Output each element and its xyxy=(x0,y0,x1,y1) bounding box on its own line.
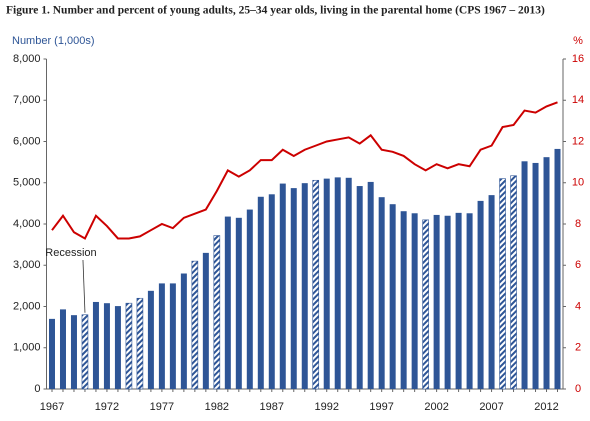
y-tick-label: 2,000 xyxy=(13,300,41,312)
x-tick-label: 2002 xyxy=(424,401,448,413)
bar xyxy=(169,283,176,389)
recession-bar xyxy=(213,235,221,390)
bar xyxy=(543,157,550,389)
y-tick-label: 4,000 xyxy=(13,218,41,230)
bar xyxy=(59,309,66,389)
y2-tick-label: 12 xyxy=(572,135,584,147)
y2-tick-label: 14 xyxy=(572,94,584,106)
bar xyxy=(455,212,462,389)
y2-tick-label: 0 xyxy=(575,383,581,395)
bar xyxy=(444,215,451,389)
y-tick-label: 8,000 xyxy=(13,53,41,65)
bar xyxy=(334,177,341,389)
recession-bar xyxy=(125,302,133,390)
recession-bar xyxy=(422,219,429,390)
bar xyxy=(345,177,352,389)
y2-tick-label: 6 xyxy=(575,259,581,271)
annotation: Recession xyxy=(45,247,96,259)
bar xyxy=(268,194,275,389)
recession-bar xyxy=(136,297,144,390)
bar xyxy=(202,252,209,389)
bar xyxy=(257,196,264,389)
bar xyxy=(521,161,528,389)
bar xyxy=(301,183,308,389)
bar xyxy=(103,303,110,389)
bar xyxy=(158,283,165,389)
bar xyxy=(532,162,539,389)
bar xyxy=(147,290,154,389)
x-tick-label: 1977 xyxy=(150,401,174,413)
bar xyxy=(554,148,561,389)
bar xyxy=(477,200,484,389)
y-tick-label: 6,000 xyxy=(13,135,41,147)
bar xyxy=(235,217,242,389)
bar xyxy=(279,183,286,389)
bar xyxy=(367,181,374,389)
y2-tick-label: 10 xyxy=(572,177,584,189)
y-tick-label: 5,000 xyxy=(13,177,41,189)
x-tick-label: 1972 xyxy=(95,401,119,413)
recession-bar xyxy=(81,314,89,390)
bar xyxy=(48,318,55,389)
x-tick-label: 1987 xyxy=(260,401,284,413)
bar xyxy=(356,186,363,389)
bar xyxy=(114,306,121,389)
y-tick-label: 3,000 xyxy=(13,259,41,271)
bar xyxy=(323,178,330,389)
bar xyxy=(224,216,231,389)
y2-tick-label: 8 xyxy=(575,218,581,230)
bar xyxy=(466,213,473,389)
bar xyxy=(400,211,407,389)
bar xyxy=(180,273,187,389)
y-axis-label: Number (1,000s) xyxy=(12,35,95,47)
line xyxy=(51,101,558,240)
x-tick-label: 2007 xyxy=(479,401,503,413)
y2-tick-label: 4 xyxy=(575,300,581,312)
bar xyxy=(92,301,99,389)
bar xyxy=(246,209,253,389)
bar xyxy=(70,315,77,389)
x-tick-label: 1992 xyxy=(314,401,338,413)
y2-tick-label: 16 xyxy=(572,53,584,65)
bar xyxy=(411,213,418,389)
y2-tick-label: 2 xyxy=(575,342,581,354)
bar xyxy=(378,197,385,389)
y2-axis-label: % xyxy=(573,35,583,47)
recession-bar xyxy=(499,178,506,390)
annotation-line xyxy=(82,259,86,313)
y-tick-label: 1,000 xyxy=(13,342,41,354)
x-tick-label: 1997 xyxy=(369,401,393,413)
y-tick-label: 0 xyxy=(34,383,40,395)
recession-bar xyxy=(312,179,320,390)
bar xyxy=(488,195,495,389)
recession-bar xyxy=(510,175,517,390)
bar xyxy=(433,214,440,389)
y-tick-label: 7,000 xyxy=(13,94,41,106)
bar xyxy=(290,188,297,389)
recession-bar xyxy=(191,260,199,390)
x-tick-label: 2012 xyxy=(534,401,558,413)
x-tick-label: 1982 xyxy=(205,401,229,413)
x-tick-label: 1967 xyxy=(40,401,64,413)
bar xyxy=(389,204,396,389)
chart-title: Figure 1. Number and percent of young ad… xyxy=(6,5,545,17)
